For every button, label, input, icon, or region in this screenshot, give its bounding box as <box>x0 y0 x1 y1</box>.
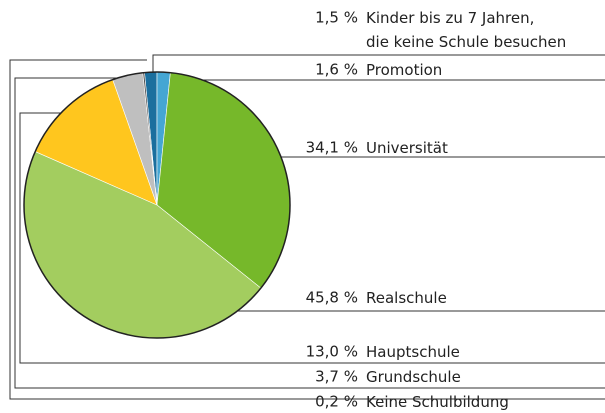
leader-lines <box>9 54 605 400</box>
value-label: 0,2 % <box>315 393 358 411</box>
pie <box>23 71 291 339</box>
category-label: Hauptschule <box>366 343 460 361</box>
value-label: 3,7 % <box>315 368 358 386</box>
category-label: Grundschule <box>366 368 461 386</box>
value-label: 13,0 % <box>306 343 358 361</box>
pie-outline <box>23 71 291 339</box>
category-label: Kinder bis zu 7 Jahren, die keine Schule… <box>366 9 567 51</box>
leader-line <box>19 112 605 364</box>
value-label: 1,6 % <box>315 61 358 79</box>
leader-line <box>9 59 605 400</box>
category-label: Realschule <box>366 289 447 307</box>
value-label: 1,5 % <box>315 9 358 27</box>
category-label: Universität <box>366 139 448 157</box>
leader-line <box>14 77 605 389</box>
category-label: Keine Schulbildung <box>366 393 509 411</box>
category-label: Promotion <box>366 61 443 79</box>
value-label: 34,1 % <box>306 139 358 157</box>
value-label: 45,8 % <box>306 289 358 307</box>
leader-line <box>152 54 605 76</box>
